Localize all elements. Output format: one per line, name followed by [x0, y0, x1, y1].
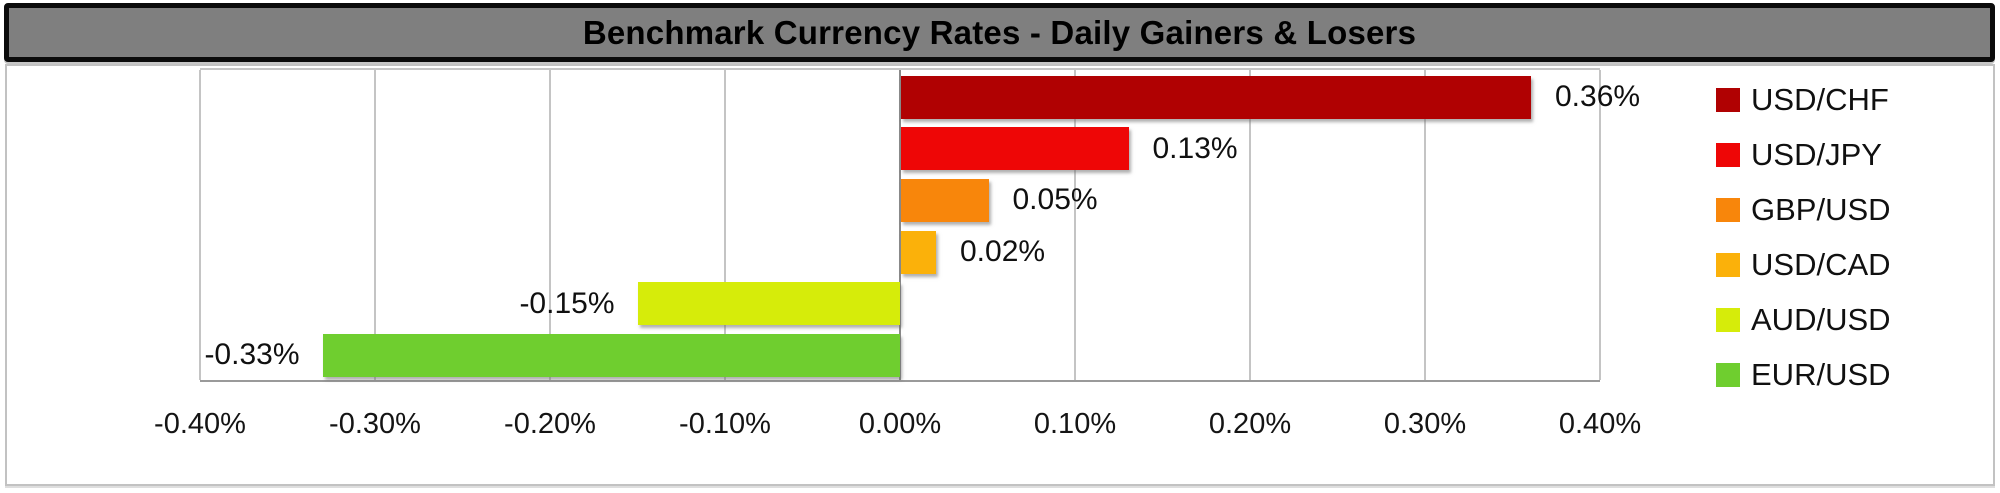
legend-item-usd-chf: USD/CHF — [1716, 72, 1891, 127]
legend: USD/CHF USD/JPY GBP/USD USD/CAD AUD/USD EUR/U… — [1716, 72, 1891, 402]
gridline — [1074, 70, 1076, 380]
legend-label: USD/CAD — [1751, 246, 1891, 282]
gridline — [549, 70, 551, 380]
legend-item-eur-usd: EUR/USD — [1716, 347, 1891, 402]
legend-swatch — [1716, 252, 1740, 277]
bar-usd-chf — [901, 75, 1531, 119]
legend-swatch — [1716, 307, 1740, 332]
legend-item-usd-cad: USD/CAD — [1716, 237, 1891, 292]
gridline — [724, 70, 726, 380]
legend-swatch — [1716, 142, 1740, 167]
bar-datalabel: -0.15% — [519, 286, 615, 320]
x-tick-label: 0.30% — [1383, 408, 1467, 440]
legend-label: AUD/USD — [1751, 301, 1891, 337]
gridline — [1599, 70, 1601, 380]
bar-datalabel: 0.13% — [1152, 131, 1238, 165]
x-tick-label: 0.00% — [858, 408, 942, 440]
legend-label: USD/JPY — [1751, 136, 1882, 172]
x-tick-label: 0.10% — [1033, 408, 1117, 440]
plot-area: 0.36% 0.13% 0.05% 0.02% -0.15% -0.33% — [199, 68, 1640, 382]
bar-gbp-usd — [901, 178, 989, 222]
bar-datalabel: 0.02% — [960, 235, 1046, 268]
gridline — [374, 70, 376, 380]
bar-datalabel: 0.05% — [1012, 183, 1098, 217]
legend-swatch — [1716, 87, 1740, 112]
bar-usd-jpy — [901, 127, 1129, 171]
bar-eur-usd — [322, 333, 900, 377]
x-tick-label: -0.40% — [154, 408, 246, 440]
legend-item-aud-usd: AUD/USD — [1716, 292, 1891, 347]
x-tick-label: -0.30% — [329, 408, 421, 440]
gridline — [1424, 70, 1426, 380]
legend-label: GBP/USD — [1751, 191, 1891, 227]
chart-title: Benchmark Currency Rates - Daily Gainers… — [582, 13, 1417, 51]
legend-swatch — [1716, 362, 1740, 387]
bar-datalabel: 0.36% — [1555, 80, 1641, 113]
legend-item-gbp-usd: GBP/USD — [1716, 182, 1891, 237]
x-tick-label: -0.20% — [504, 408, 596, 440]
legend-item-usd-jpy: USD/JPY — [1716, 127, 1891, 182]
bar-datalabel: -0.33% — [204, 338, 300, 372]
legend-label: EUR/USD — [1751, 356, 1891, 392]
legend-swatch — [1716, 197, 1740, 222]
x-tick-label: -0.10% — [679, 408, 771, 440]
x-tick-label: 0.40% — [1558, 408, 1642, 440]
gridline — [199, 70, 201, 380]
bar-usd-cad — [901, 230, 936, 274]
zero-axis-line — [899, 70, 901, 380]
legend-label: USD/CHF — [1751, 81, 1889, 117]
chart-title-bar: Benchmark Currency Rates - Daily Gainers… — [4, 3, 1995, 62]
gridline — [1249, 70, 1251, 380]
bar-aud-usd — [637, 282, 900, 326]
x-tick-label: 0.20% — [1208, 408, 1292, 440]
